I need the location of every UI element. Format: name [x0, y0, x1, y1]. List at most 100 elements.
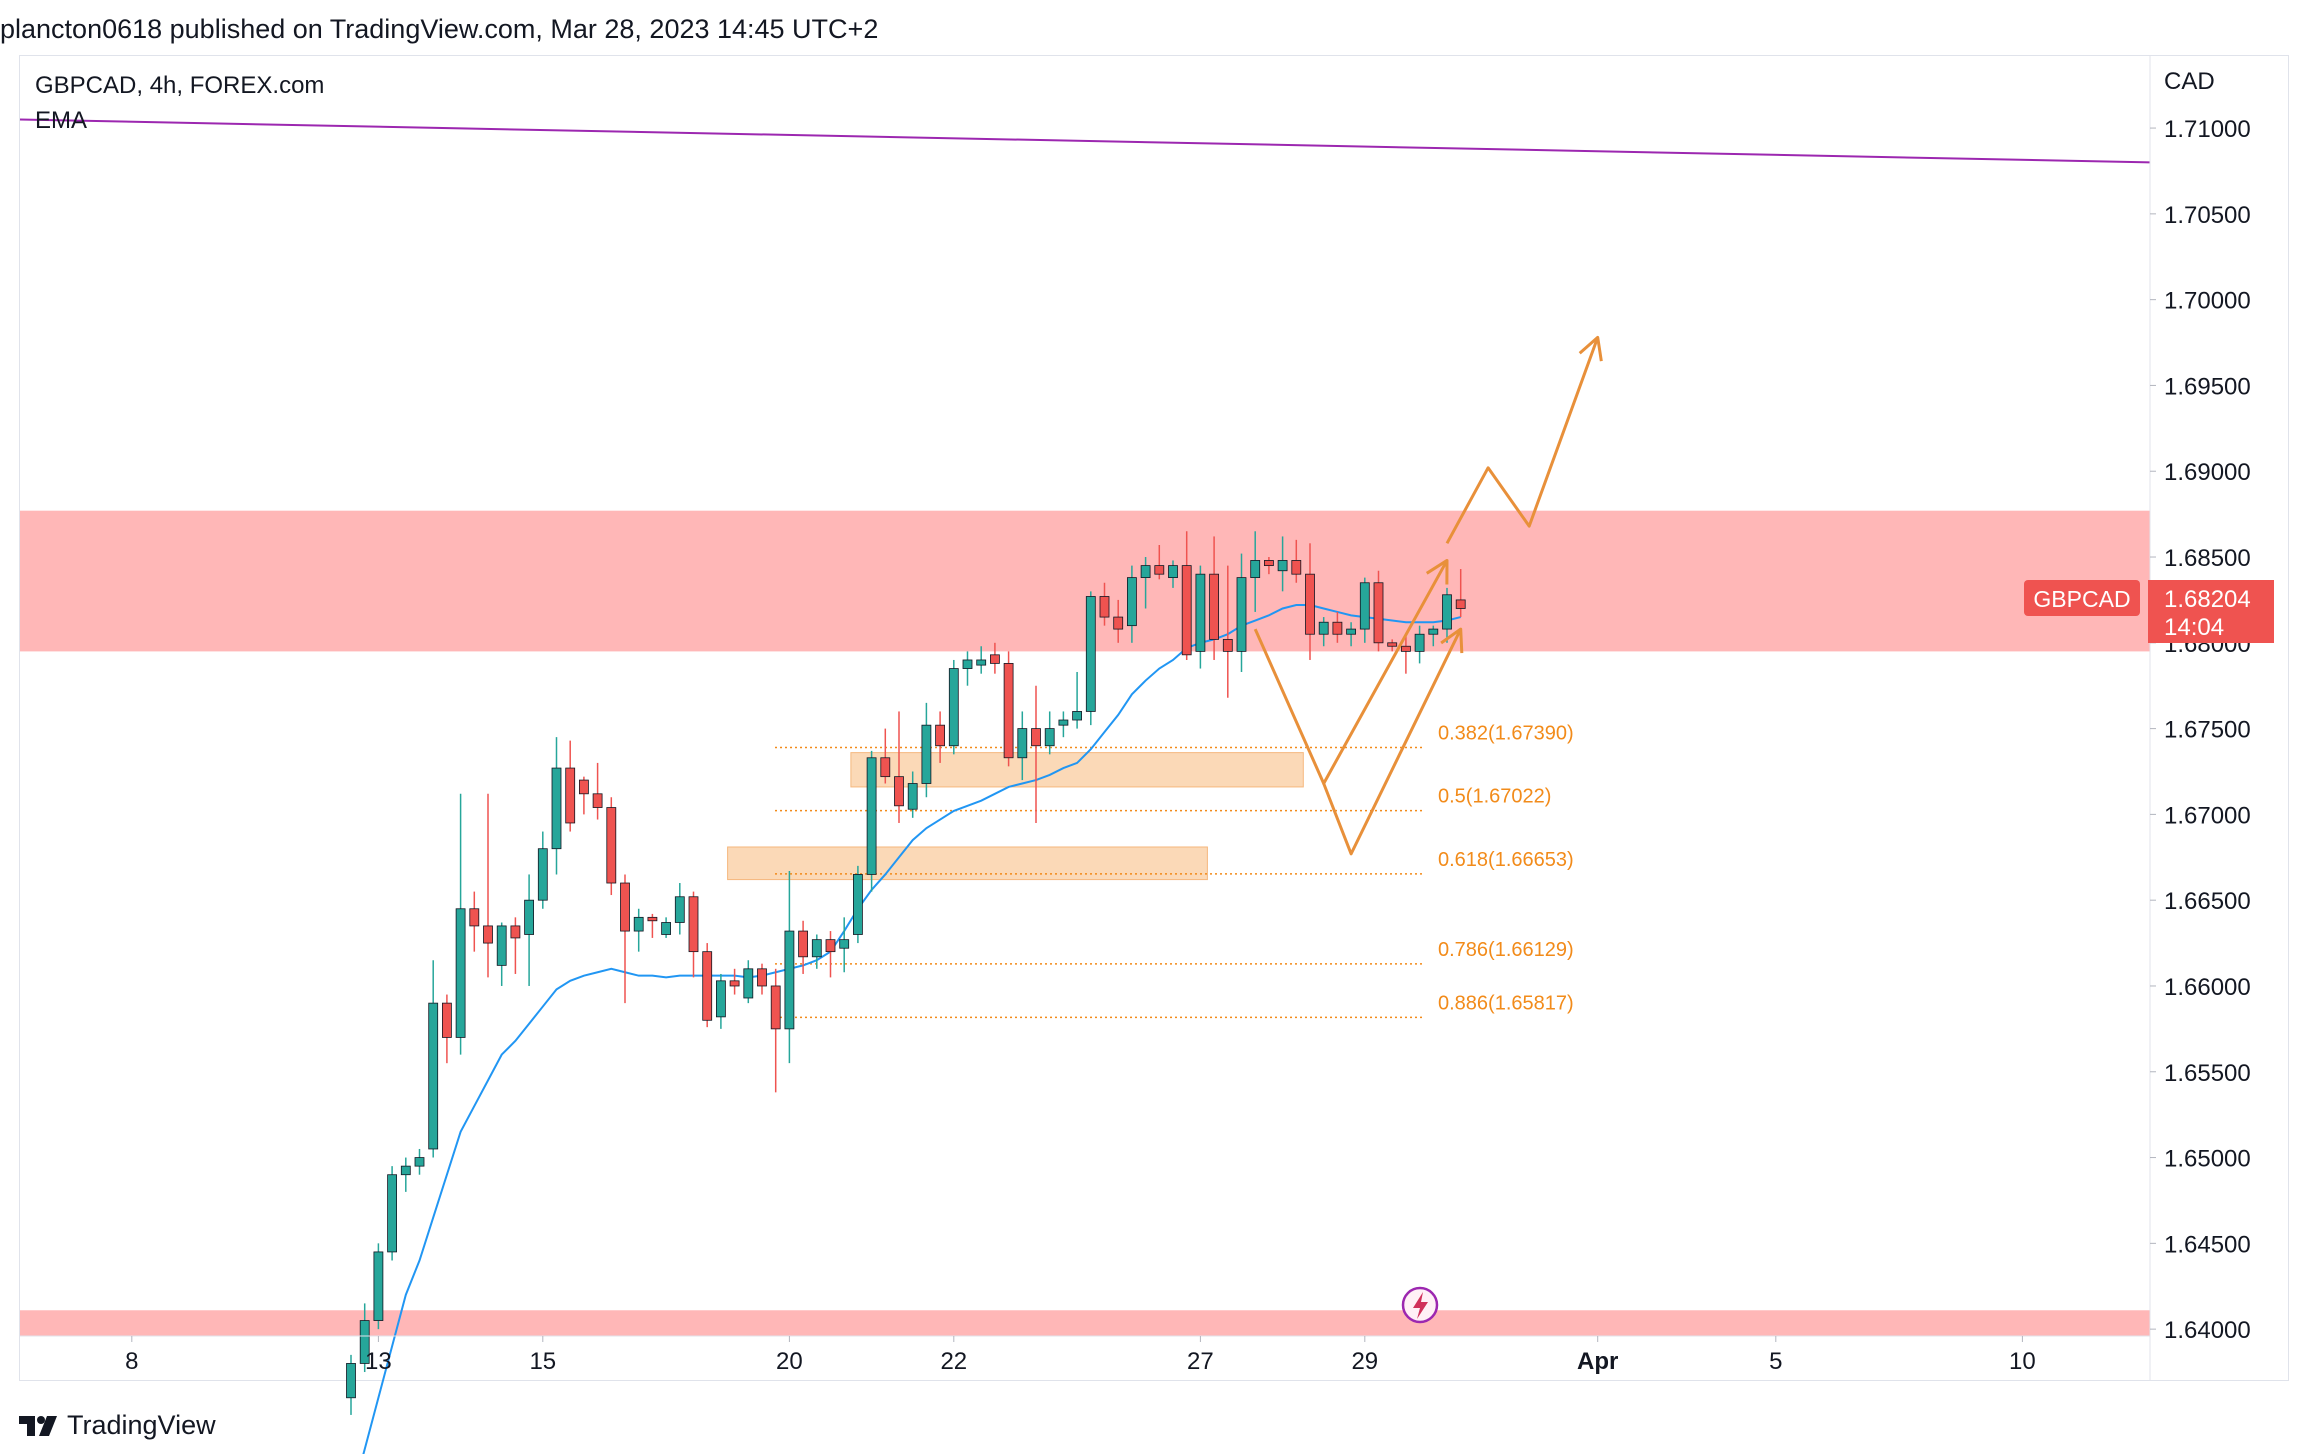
price-tick-label: 1.66000: [2164, 974, 2251, 1001]
candle-body: [1017, 728, 1028, 759]
chart-frame: [19, 55, 2289, 1381]
candle-body: [702, 951, 713, 1021]
candle-body: [414, 1157, 425, 1167]
candle-body: [1318, 621, 1329, 635]
candle-body: [1305, 573, 1315, 635]
candle-body: [455, 908, 466, 1038]
fib-label-0.5: 0.5(1.67022): [1438, 786, 1551, 808]
candles-layer: [346, 531, 1466, 1415]
candle-body: [674, 896, 685, 923]
time-tick-label: 13: [365, 1348, 392, 1375]
time-tick-label: 8: [125, 1348, 138, 1375]
candle-body: [1085, 596, 1096, 712]
candle-body: [565, 767, 576, 824]
candle-body: [825, 939, 836, 953]
candle-body: [1058, 719, 1069, 726]
candle-body: [551, 767, 562, 850]
candle-body: [359, 1320, 370, 1364]
projection-arrowhead-2: [1440, 627, 1464, 654]
candle-body: [537, 848, 548, 901]
candle-body: [1031, 728, 1041, 747]
candle-body: [853, 874, 863, 935]
candle-body: [1428, 628, 1439, 635]
time-tick-label: 15: [529, 1348, 556, 1375]
candle-body: [647, 916, 658, 922]
tradingview-brand: TradingView: [67, 1410, 216, 1440]
time-tick-label: 22: [940, 1348, 967, 1375]
zones-layer: [20, 510, 2150, 1336]
candle-body: [1346, 628, 1356, 635]
price-tick-label: 1.64000: [2164, 1317, 2251, 1344]
candle-body: [990, 654, 1000, 664]
candle-body: [1072, 711, 1082, 721]
publisher-line: plancton0618 published on TradingView.co…: [0, 14, 879, 44]
fib-label-0.382: 0.382(1.67390): [1438, 722, 1574, 744]
time-tick-label: Apr: [1577, 1348, 1618, 1375]
candle-body: [524, 899, 534, 935]
price-tick-label: 1.65500: [2164, 1060, 2251, 1087]
price-tick-label: 1.70500: [2164, 202, 2251, 229]
candle-body: [1127, 577, 1137, 627]
projection-arrowhead-1: [1425, 558, 1449, 585]
candle-body: [469, 908, 480, 927]
candle-body: [1401, 645, 1411, 652]
price-tick-label: 1.66500: [2164, 888, 2251, 915]
candle-body: [757, 968, 767, 987]
candle-body: [1236, 577, 1247, 652]
price-tick-label: 1.65000: [2164, 1146, 2251, 1173]
candle-body: [921, 724, 932, 784]
price-tick-label: 1.68500: [2164, 545, 2251, 572]
tradingview-logo[interactable]: TradingView: [19, 1410, 216, 1441]
price-tag: GBPCAD 1.68204 14:04: [2024, 580, 2274, 643]
price-axis: 1.71000 1.70500 1.70000 1.69500 1.69000 1.685…: [2149, 55, 2251, 1380]
candle-body: [592, 793, 603, 808]
candle-body: [633, 916, 644, 932]
candle-body: [839, 939, 850, 949]
candle-body: [1140, 565, 1151, 579]
candle-body: [770, 985, 781, 1030]
candle-body: [1332, 621, 1343, 635]
price-tick-label: 1.69000: [2164, 459, 2251, 486]
candle-body: [1414, 633, 1425, 652]
price-tag-symbol-bg: [2024, 580, 2140, 616]
candle-body: [1222, 638, 1233, 652]
candle-body: [1277, 560, 1288, 572]
candle-body: [976, 659, 987, 666]
candle-body: [387, 1174, 398, 1253]
event-flash-icon[interactable]: [1401, 1286, 1439, 1324]
price-tick-label: 1.69500: [2164, 373, 2251, 400]
candle-body: [1291, 560, 1302, 575]
trendline: [19, 118, 2151, 164]
legend-symbol[interactable]: GBPCAD, 4h, FOREX.com: [35, 72, 324, 99]
candle-body: [496, 925, 507, 966]
time-tick-label: 20: [776, 1348, 803, 1375]
candle-body: [400, 1165, 411, 1176]
candle-body: [441, 1002, 452, 1038]
projection-path-2: [1322, 628, 1463, 856]
candle-body: [510, 925, 521, 939]
candle-body: [688, 896, 699, 953]
candle-body: [907, 783, 918, 810]
time-tick-label: 27: [1187, 1348, 1214, 1375]
axis-currency: CAD: [2164, 68, 2215, 95]
candle-body: [962, 659, 973, 669]
resistance-zone: [20, 510, 2150, 652]
candle-body: [811, 939, 822, 958]
candle-body: [606, 807, 617, 884]
time-tick-label: 10: [2009, 1348, 2036, 1375]
price-tag-value-bg: [2148, 580, 2274, 643]
price-tick-label: 1.64500: [2164, 1231, 2251, 1258]
candle-body: [880, 757, 891, 778]
candle-body: [729, 980, 740, 987]
candle-body: [948, 668, 959, 747]
candle-body: [346, 1363, 356, 1399]
candle-body: [1044, 728, 1055, 747]
candle-body: [1387, 642, 1398, 647]
support-zone: [20, 1310, 2150, 1336]
legend-indicator[interactable]: EMA: [35, 107, 87, 134]
projection-arrowhead-3: [1578, 335, 1603, 362]
price-tick-label: 1.67000: [2164, 802, 2251, 829]
candle-body: [428, 1002, 439, 1150]
candle-body: [661, 922, 671, 935]
